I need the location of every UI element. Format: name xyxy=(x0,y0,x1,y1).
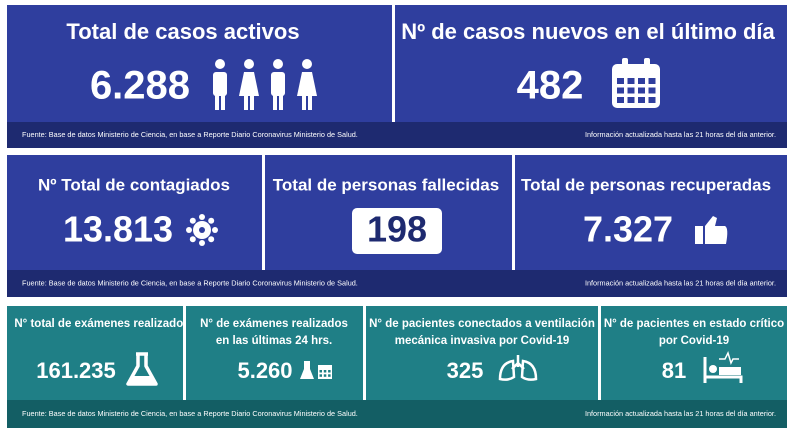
icon-part xyxy=(617,87,624,94)
icon-part xyxy=(208,217,215,224)
icon-part xyxy=(323,374,327,377)
card-title: Total de personas fallecidas xyxy=(273,175,499,194)
value-box xyxy=(352,208,442,254)
icon-part xyxy=(221,94,225,110)
icon-part xyxy=(328,374,331,377)
card-title: en las últimas 24 hrs. xyxy=(216,335,332,347)
icon-part xyxy=(617,97,624,103)
icon-part xyxy=(279,94,283,110)
icon-part xyxy=(199,227,205,233)
icon-part xyxy=(617,78,624,84)
card-title: Total de casos activos xyxy=(66,19,299,44)
card-title: N° total de exámenes realizados xyxy=(14,318,189,330)
source-note: Fuente: Base de datos Ministerio de Cien… xyxy=(22,278,358,287)
icon-part xyxy=(215,94,219,110)
card xyxy=(7,5,392,122)
icon-part xyxy=(213,72,227,96)
update-note: Información actualizada hasta las 21 hor… xyxy=(585,409,776,418)
icon-part xyxy=(319,374,322,377)
icon-part xyxy=(199,214,205,220)
icon-part xyxy=(308,94,312,110)
icon-part xyxy=(622,58,628,70)
footer xyxy=(7,270,787,297)
icon-part xyxy=(695,226,703,244)
icon-part xyxy=(644,58,650,70)
icon-part xyxy=(273,94,277,110)
footer xyxy=(7,400,787,428)
icon-part xyxy=(126,352,158,386)
card-value: 6.288 xyxy=(90,64,190,108)
icon-part xyxy=(323,370,327,373)
icon-part xyxy=(271,72,285,96)
icon-part xyxy=(703,357,743,383)
icon-part xyxy=(208,236,215,243)
footer xyxy=(7,122,787,148)
update-note: Información actualizada hasta las 21 hor… xyxy=(585,278,776,287)
icon-part xyxy=(638,97,645,103)
card-value: 161.235 xyxy=(36,358,116,383)
card xyxy=(7,155,262,270)
icon-part xyxy=(212,227,218,233)
icon-part xyxy=(199,240,205,246)
icon-part xyxy=(709,365,717,373)
icon-part xyxy=(302,94,306,110)
card xyxy=(186,306,363,400)
icon-part xyxy=(719,350,739,366)
icon-part xyxy=(297,72,317,96)
source-note: Fuente: Base de datos Ministerio de Cien… xyxy=(22,409,358,418)
card-title: N° de pacientes conectados a ventilación xyxy=(369,318,595,330)
icon-part xyxy=(300,361,314,379)
icon-part xyxy=(705,216,728,244)
icon-part xyxy=(189,236,196,243)
card-value: 81 xyxy=(662,358,686,383)
card xyxy=(515,155,787,270)
icon-part xyxy=(302,59,312,69)
card-value: 13.813 xyxy=(63,209,173,250)
icon-part xyxy=(215,59,225,69)
card-value: 198 xyxy=(367,209,427,250)
card-title: mecánica invasiva por Covid-19 xyxy=(395,335,570,347)
card-title: N° de exámenes realizados xyxy=(200,318,348,330)
icon-part xyxy=(273,59,283,69)
icon-part xyxy=(498,359,538,381)
icon-part xyxy=(189,217,196,224)
icon-part xyxy=(719,367,741,375)
source-note: Fuente: Base de datos Ministerio de Cien… xyxy=(22,130,358,139)
icon-part xyxy=(638,87,645,94)
icon-part xyxy=(648,87,656,94)
icon-part xyxy=(627,97,635,103)
icon-part xyxy=(648,97,656,103)
card-value: 482 xyxy=(517,64,584,108)
icon-part xyxy=(627,78,635,84)
card xyxy=(395,5,787,122)
icon-part xyxy=(239,72,259,96)
card-title: por Covid-19 xyxy=(659,335,729,347)
card-title: N° de pacientes en estado crítico xyxy=(604,318,784,330)
icon-part xyxy=(648,78,656,84)
icon-part xyxy=(638,78,645,84)
card-value: 7.327 xyxy=(583,209,673,250)
icon-part xyxy=(244,94,248,110)
icon-part xyxy=(319,370,322,373)
icon-part xyxy=(627,87,635,94)
card-title: Total de personas recuperadas xyxy=(521,175,771,194)
icon-part xyxy=(328,370,331,373)
icon-part xyxy=(244,59,254,69)
card-value: 5.260 xyxy=(237,358,292,383)
card-value: 325 xyxy=(447,358,484,383)
icon-part xyxy=(129,376,155,383)
card-title: Nº Total de contagiados xyxy=(38,175,230,194)
icon-part xyxy=(250,94,254,110)
card xyxy=(366,306,598,400)
update-note: Información actualizada hasta las 21 hor… xyxy=(585,130,776,139)
card-title: Nº de casos nuevos en el último día xyxy=(401,19,775,44)
card xyxy=(601,306,787,400)
icon-part xyxy=(186,227,192,233)
